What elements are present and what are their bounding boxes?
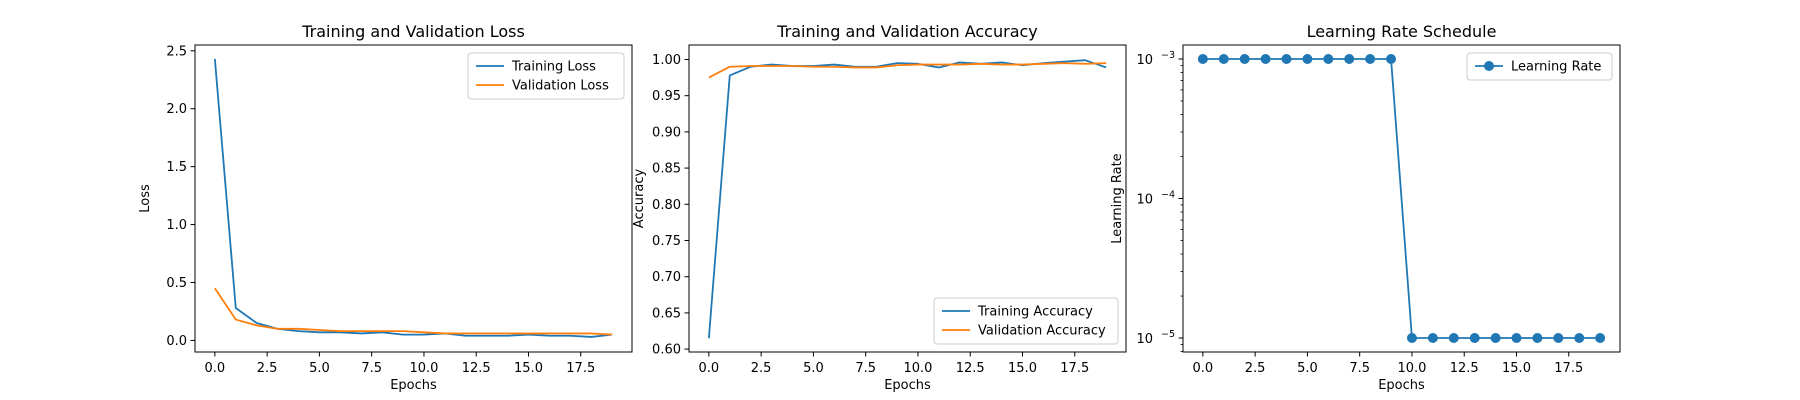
data-point [1344, 54, 1354, 64]
x-tick-label: 17.5 [1554, 361, 1583, 376]
y-tick-label: 0.95 [652, 89, 681, 104]
x-tick-label: 15.0 [1502, 361, 1531, 376]
data-point [1532, 333, 1542, 343]
y-axis-label: Accuracy [632, 169, 647, 229]
series-line-2 [709, 63, 1106, 77]
legend: Learning Rate [1467, 53, 1612, 80]
data-point [1198, 54, 1208, 64]
x-tick-label: 5.0 [309, 361, 330, 376]
x-tick-label: 5.0 [803, 361, 824, 376]
x-tick-label: 17.5 [566, 361, 595, 376]
y-tick-label: 0.5 [166, 276, 187, 291]
data-point [1553, 333, 1563, 343]
x-axis-label: Epochs [884, 378, 931, 393]
data-point [1219, 54, 1229, 64]
legend-label-1: Training Accuracy [977, 305, 1093, 320]
series-line-1 [215, 59, 612, 337]
data-point [1261, 54, 1271, 64]
series-group [1198, 54, 1605, 343]
y-tick-label: 0.65 [652, 306, 681, 321]
y-tick-label: 1.0 [166, 218, 187, 233]
x-tick-label: 0.0 [205, 361, 226, 376]
series-line-1 [1203, 59, 1600, 338]
legend: Training Accuracy Validation Accuracy [934, 298, 1118, 344]
y-tick-label: 0.75 [652, 234, 681, 249]
legend-label-1: Training Loss [511, 60, 596, 75]
x-tick-label: 10.0 [903, 361, 932, 376]
chart-panel-3: Learning Rate Schedule 0.0 2.5 5.0 7.5 10.0 12… [1110, 22, 1620, 393]
x-tick-label: 15.0 [514, 361, 543, 376]
series-group [215, 59, 612, 337]
legend-label-2: Validation Accuracy [978, 324, 1106, 339]
x-tick-label: 2.5 [751, 361, 772, 376]
y-tick-label-exponent: −3 [1161, 50, 1175, 61]
x-tick-label: 10.0 [1397, 361, 1426, 376]
legend-label-1: Learning Rate [1511, 60, 1601, 75]
y-tick-label: 2.5 [166, 44, 187, 59]
y-tick-label-exponent: −5 [1161, 329, 1175, 340]
y-axis-label: Loss [138, 184, 153, 213]
series-group [709, 60, 1106, 338]
x-tick-label: 17.5 [1060, 361, 1089, 376]
y-tick-label: 0.85 [652, 162, 681, 177]
x-tick-label: 2.5 [1245, 361, 1266, 376]
x-tick-label: 0.0 [1193, 361, 1214, 376]
y-tick-label: 10 −5 [1136, 329, 1175, 347]
data-point [1512, 333, 1522, 343]
series-line-1 [709, 60, 1106, 338]
chart-title: Training and Validation Loss [301, 22, 525, 41]
x-tick-label: 12.5 [462, 361, 491, 376]
chart-title: Training and Validation Accuracy [776, 22, 1038, 41]
x-tick-label: 12.5 [956, 361, 985, 376]
y-tick-label-base: 10 [1136, 53, 1153, 68]
legend-marker [1484, 61, 1494, 71]
x-tick-label: 7.5 [855, 361, 876, 376]
x-axis-label: Epochs [390, 378, 437, 393]
data-point [1407, 333, 1417, 343]
data-point [1302, 54, 1312, 64]
data-point [1574, 333, 1584, 343]
data-point [1323, 54, 1333, 64]
y-tick-label: 2.0 [166, 102, 187, 117]
x-tick-label: 2.5 [257, 361, 278, 376]
x-tick-label: 7.5 [361, 361, 382, 376]
x-tick-label: 10.0 [409, 361, 438, 376]
y-tick-label: 0.90 [652, 125, 681, 140]
data-point [1428, 333, 1438, 343]
series-line-2 [215, 288, 612, 334]
data-point [1365, 54, 1375, 64]
x-tick-label: 15.0 [1008, 361, 1037, 376]
x-tick-label: 12.5 [1450, 361, 1479, 376]
x-tick-label: 0.0 [699, 361, 720, 376]
y-tick-label-exponent: −4 [1161, 190, 1175, 201]
y-tick-label: 1.5 [166, 160, 187, 175]
data-point [1386, 54, 1396, 64]
y-tick-label: 0.60 [652, 343, 681, 358]
x-tick-label: 5.0 [1297, 361, 1318, 376]
y-tick-label: 10 −4 [1136, 190, 1175, 208]
legend-label-2: Validation Loss [512, 79, 609, 94]
data-point [1595, 333, 1605, 343]
y-tick-label: 1.00 [652, 53, 681, 68]
chart-title: Learning Rate Schedule [1307, 22, 1497, 41]
y-tick-label-base: 10 [1136, 193, 1153, 208]
data-point [1240, 54, 1250, 64]
chart-panel-2: Training and Validation Accuracy 0.0 2.5 5.… [632, 22, 1126, 393]
y-tick-label: 0.0 [166, 334, 187, 349]
y-axis-label: Learning Rate [1110, 153, 1125, 243]
y-tick-label: 0.70 [652, 270, 681, 285]
legend: Training Loss Validation Loss [468, 53, 624, 99]
chart-panel-1: Training and Validation Loss 0.0 2.5 5.0 7.5… [138, 22, 632, 393]
x-axis-label: Epochs [1378, 378, 1425, 393]
x-tick-label: 7.5 [1349, 361, 1370, 376]
data-point [1491, 333, 1501, 343]
y-tick-label: 0.80 [652, 198, 681, 213]
data-point [1470, 333, 1480, 343]
data-point [1282, 54, 1292, 64]
y-tick-label-base: 10 [1136, 332, 1153, 347]
data-point [1449, 333, 1459, 343]
y-tick-label: 10 −3 [1136, 50, 1175, 68]
